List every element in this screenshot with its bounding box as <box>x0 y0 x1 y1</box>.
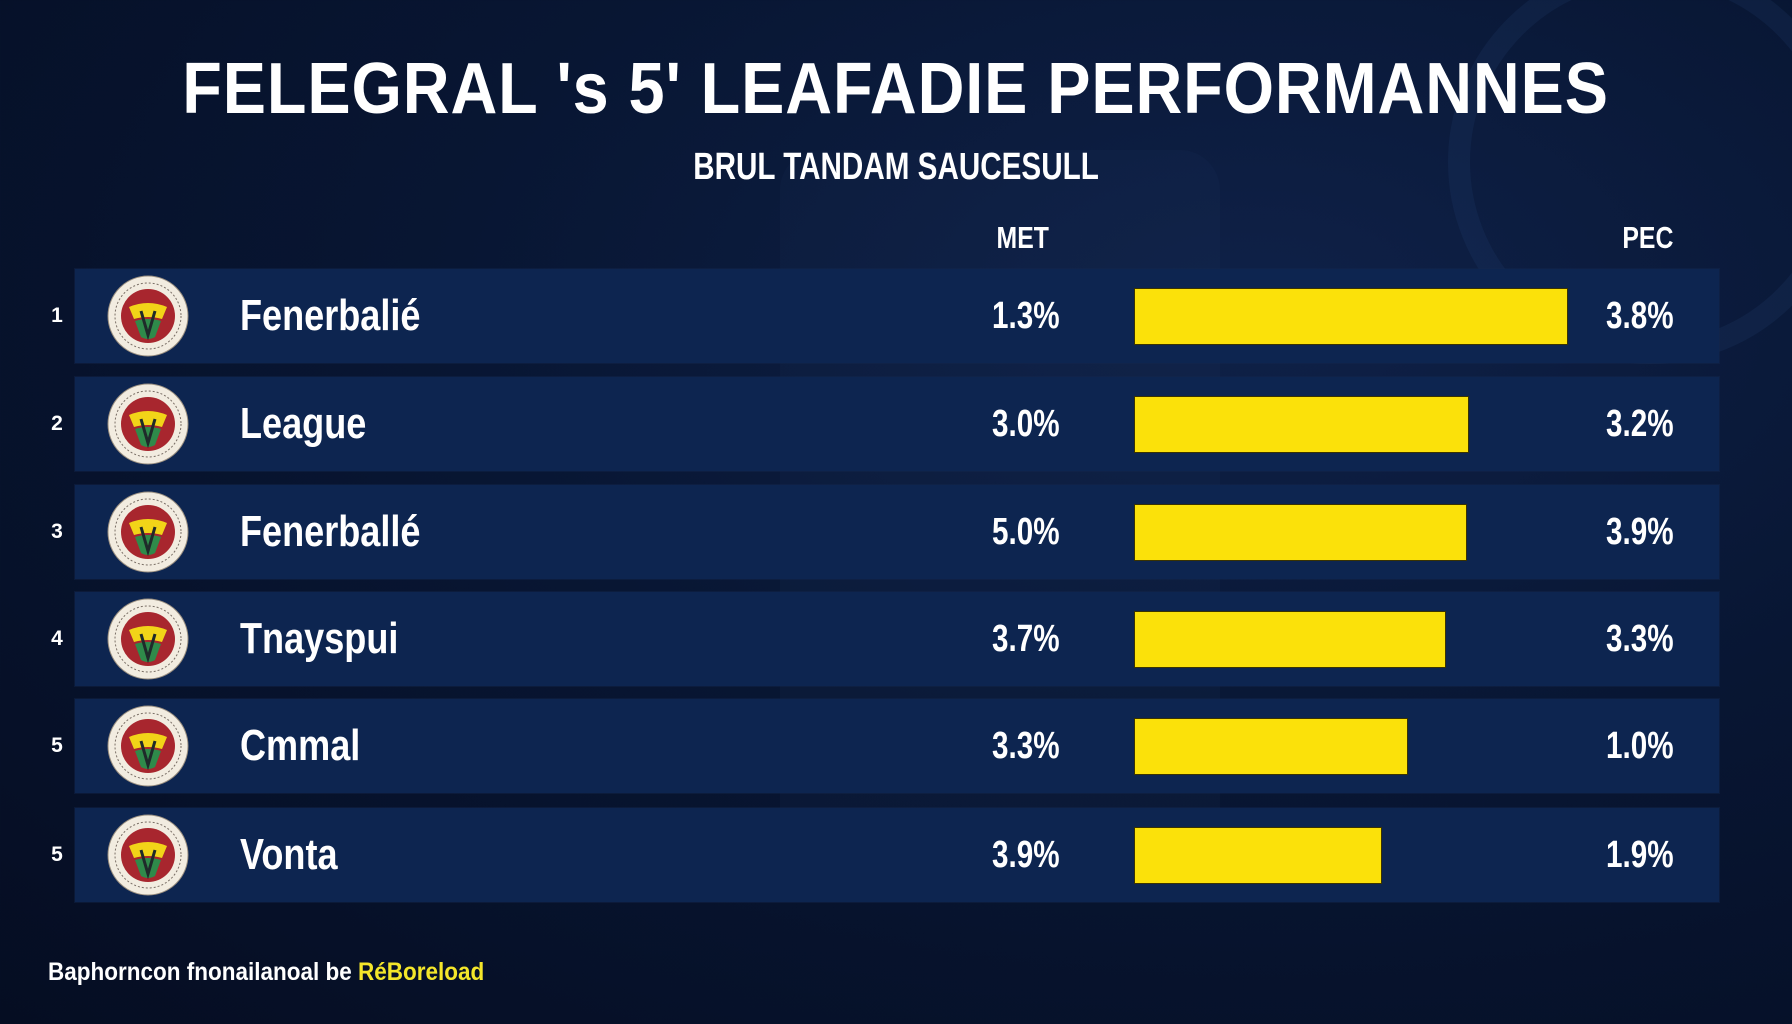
met-value: 3.0% <box>992 403 1060 445</box>
table-row: 5 Vonta 3.9% 1.9% <box>51 808 1719 902</box>
bar-track <box>1135 289 1567 344</box>
bar <box>1135 612 1446 667</box>
club-crest-icon <box>107 814 189 896</box>
bar-track <box>1135 612 1567 667</box>
bar <box>1135 828 1381 883</box>
chart-subtitle: BRUL TANDAM SAUCESULL <box>693 146 1099 188</box>
table-row: 1 Fenerbalié 1.3% 3.8% <box>51 269 1719 363</box>
bar-track <box>1135 828 1567 883</box>
bar <box>1135 289 1567 344</box>
table-row: 5 Cmmal 3.3% 1.0% <box>51 699 1719 793</box>
bar-track <box>1135 719 1567 774</box>
footer-credit: Baphorncon fnonailanoal be RéBoreload <box>48 958 484 987</box>
column-header-pec: PEC <box>1622 220 1674 255</box>
club-crest-icon <box>107 705 189 787</box>
met-value: 3.9% <box>992 834 1060 876</box>
rank-number: 1 <box>51 304 63 327</box>
bar-track <box>1135 397 1567 452</box>
pec-value: 1.9% <box>1606 834 1674 876</box>
rank-number: 4 <box>51 627 63 650</box>
club-crest-icon <box>107 383 189 465</box>
met-value: 3.3% <box>992 725 1060 767</box>
table-row: 2 League 3.0% 3.2% <box>51 377 1719 471</box>
rank-number: 3 <box>51 520 63 543</box>
club-crest-icon <box>107 275 189 357</box>
bar <box>1135 719 1408 774</box>
team-name: Fenerbalié <box>240 291 421 340</box>
pec-value: 3.9% <box>1606 511 1674 553</box>
pec-value: 1.0% <box>1606 725 1674 767</box>
bar-track <box>1135 505 1567 560</box>
column-header-met: MET <box>996 220 1049 255</box>
rank-number: 5 <box>51 734 63 757</box>
bar <box>1135 397 1468 452</box>
chart-title: FELEGRAL 's 5' LEAFADIE PERFORMANNES <box>182 49 1610 129</box>
pec-value: 3.2% <box>1606 403 1674 445</box>
pec-value: 3.8% <box>1606 295 1674 337</box>
club-crest-icon <box>107 491 189 573</box>
team-name: Cmmal <box>240 721 361 770</box>
team-name: Tnayspui <box>240 614 399 663</box>
table-row: 4 Tnayspui 3.7% 3.3% <box>51 592 1719 686</box>
met-value: 1.3% <box>992 295 1060 337</box>
team-name: League <box>240 399 367 448</box>
club-crest-icon <box>107 598 189 680</box>
footer-highlight: RéBoreload <box>358 958 485 986</box>
met-value: 3.7% <box>992 618 1060 660</box>
rank-number: 2 <box>51 412 63 435</box>
team-name: Fenerballé <box>240 507 421 556</box>
met-value: 5.0% <box>992 511 1060 553</box>
footer-text: Baphorncon fnonailanoal be <box>48 958 352 986</box>
rank-number: 5 <box>51 843 63 866</box>
bar <box>1135 505 1466 560</box>
team-name: Vonta <box>240 830 338 879</box>
table-row: 3 Fenerballé 5.0% 3.9% <box>51 485 1719 579</box>
pec-value: 3.3% <box>1606 618 1674 660</box>
